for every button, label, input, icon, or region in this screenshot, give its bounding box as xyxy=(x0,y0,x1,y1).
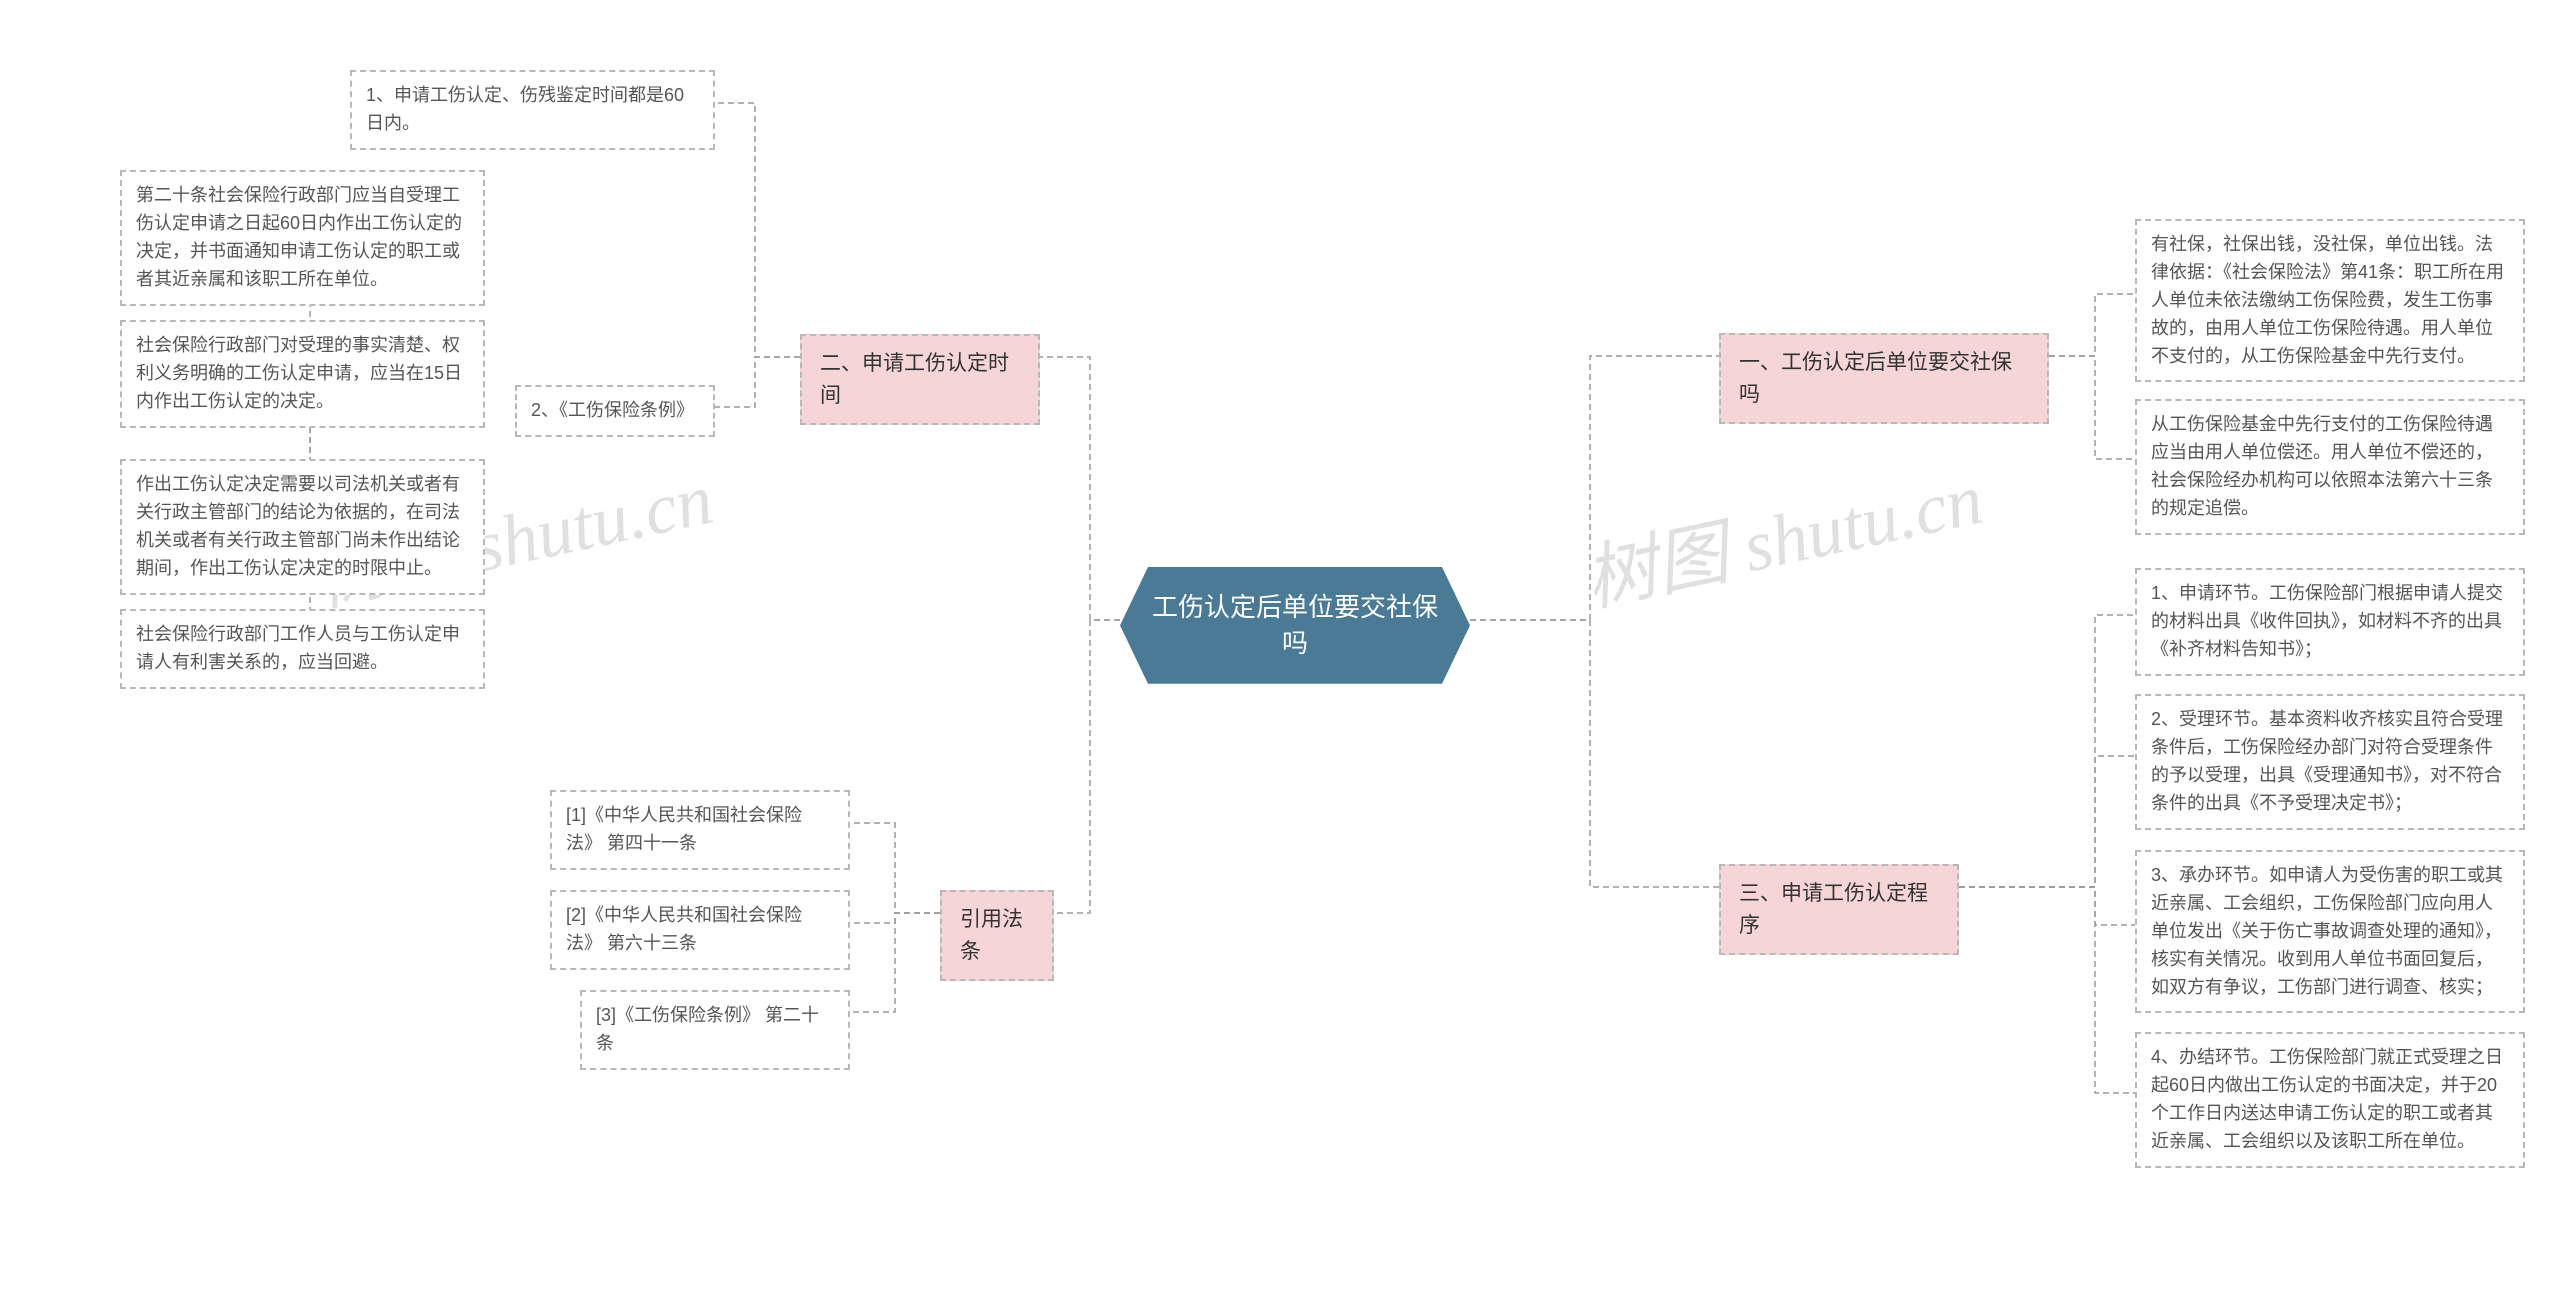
branch-4: 引用法条 xyxy=(940,890,1054,981)
leaf-b2-2: 2、《工伤保险条例》 xyxy=(515,385,715,437)
branch-1: 一、工伤认定后单位要交社保吗 xyxy=(1719,333,2049,424)
root-node: 工伤认定后单位要交社保吗 xyxy=(1120,567,1470,684)
leaf-b4-3: [3]《工伤保险条例》 第二十条 xyxy=(580,990,850,1070)
watermark: 树图 shutu.cn xyxy=(1573,439,1990,626)
leaf-b3-2: 2、受理环节。基本资料收齐核实且符合受理条件后，工伤保险经办部门对符合受理条件的… xyxy=(2135,694,2525,830)
leaf-b4-2: [2]《中华人民共和国社会保险法》 第六十三条 xyxy=(550,890,850,970)
leaf-b3-3: 3、承办环节。如申请人为受伤害的职工或其近亲属、工会组织，工伤保险部门应向用人单… xyxy=(2135,850,2525,1013)
leaf-b1-2: 从工伤保险基金中先行支付的工伤保险待遇应当由用人单位偿还。用人单位不偿还的，社会… xyxy=(2135,399,2525,535)
leaf-b3-1: 1、申请环节。工伤保险部门根据申请人提交的材料出具《收件回执》，如材料不齐的出具… xyxy=(2135,568,2525,676)
leaf-b2s-2: 社会保险行政部门对受理的事实清楚、权利义务明确的工伤认定申请，应当在15日内作出… xyxy=(120,320,485,428)
leaf-b2-1: 1、申请工伤认定、伤残鉴定时间都是60日内。 xyxy=(350,70,715,150)
leaf-b2s-4: 社会保险行政部门工作人员与工伤认定申请人有利害关系的，应当回避。 xyxy=(120,609,485,689)
leaf-b3-4: 4、办结环节。工伤保险部门就正式受理之日起60日内做出工伤认定的书面决定，并于2… xyxy=(2135,1032,2525,1168)
leaf-b4-1: [1]《中华人民共和国社会保险法》 第四十一条 xyxy=(550,790,850,870)
branch-2: 二、申请工伤认定时间 xyxy=(800,334,1040,425)
leaf-b1-1: 有社保，社保出钱，没社保，单位出钱。法律依据：《社会保险法》第41条：职工所在用… xyxy=(2135,219,2525,382)
leaf-b2s-1: 第二十条社会保险行政部门应当自受理工伤认定申请之日起60日内作出工伤认定的决定，… xyxy=(120,170,485,306)
leaf-b2s-3: 作出工伤认定决定需要以司法机关或者有关行政主管部门的结论为依据的，在司法机关或者… xyxy=(120,459,485,595)
branch-3: 三、申请工伤认定程序 xyxy=(1719,864,1959,955)
